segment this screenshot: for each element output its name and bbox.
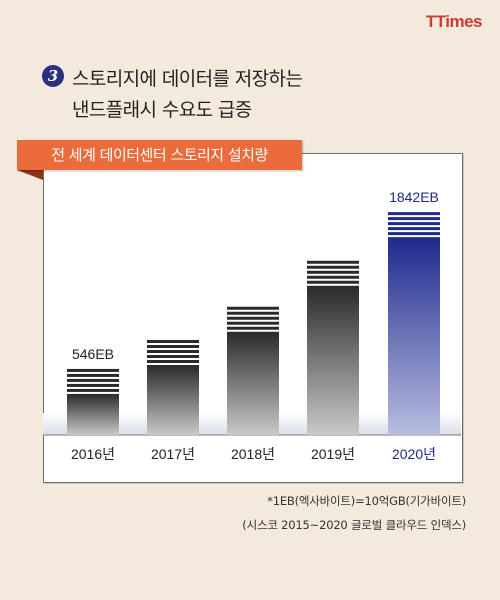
bar-stripe [307,265,359,269]
bar-stripe [147,355,199,359]
bar-stripe [307,260,359,264]
footnote-unit: *1EB(엑사바이트)=10억GB(기가바이트) [267,494,466,508]
x-tick-label: 2019년 [311,446,355,462]
x-tick-label: 2016년 [71,446,115,462]
bar-2017년 [147,340,199,435]
bar-stripe [67,378,119,382]
bar-stripe [307,280,359,284]
bar-stripe [227,316,279,320]
x-tick-label: 2017년 [151,446,195,462]
bar-stripe [388,227,440,231]
section-number-badge: 3 [42,65,64,87]
bar-stripe [67,383,119,387]
headline-line-1: 스토리지에 데이터를 저장하는 [72,68,303,90]
x-tick-label: 2018년 [231,446,275,462]
bar-stripe [307,275,359,279]
bar-2020년 [388,212,440,435]
bar-stripe [147,360,199,364]
bar-stripe [227,321,279,325]
bar-stripe [388,232,440,236]
bar-stripe [227,306,279,310]
bar-stripe [388,217,440,221]
bar-body [67,393,119,435]
bar-stripe [388,212,440,216]
bar-stripe [388,222,440,226]
bar-stripe [307,270,359,274]
bar-stripe [147,340,199,344]
bar-stripe [67,388,119,392]
chart-title: 전 세계 데이터센터 스토리지 설치량 [17,140,302,170]
ttimes-logo: TTimes [425,12,483,31]
bar-stripe [67,368,119,372]
bar-stripe [147,350,199,354]
data-label: 546EB [72,346,114,362]
headline-line-2: 낸드플래시 수요도 급증 [72,99,252,121]
bar-body [227,331,279,435]
bar-stripe [67,373,119,377]
bar-2019년 [307,260,359,435]
footnote-source: (시스코 2015~2020 글로벌 클라우드 인덱스) [242,518,466,532]
x-tick-label: 2020년 [392,446,436,462]
bar-stripe [147,345,199,349]
data-label: 1842EB [389,189,439,205]
bar-body [388,237,440,435]
bar-2018년 [227,306,279,435]
bar-chart: 2016년 546EB 2017년 2018년 2019년 2020년 1842EB [43,189,461,462]
bar-stripe [227,326,279,330]
title-tab-fold [17,170,43,180]
bar-body [307,285,359,435]
bar-body [147,365,199,435]
bar-2016년 [67,368,119,435]
bar-stripe [227,311,279,315]
